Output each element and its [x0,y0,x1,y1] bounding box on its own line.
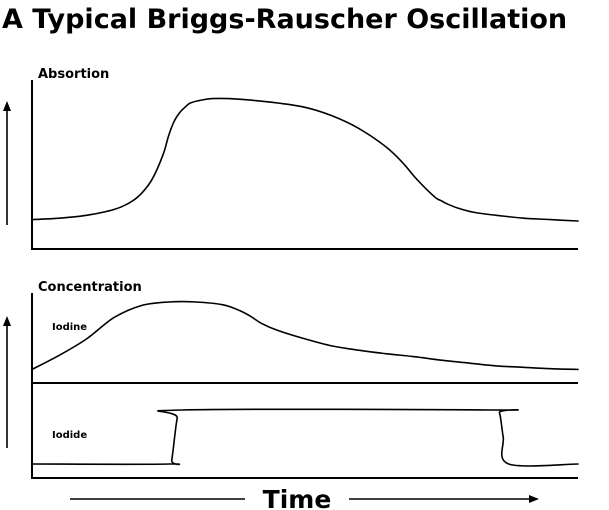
series-label-iodine: Iodine [52,322,87,333]
series-label-iodide: Iodide [52,430,87,441]
y-arrow-absorption [3,101,11,225]
panel-title-concentration: Concentration [38,280,142,295]
absorption-axes [31,80,578,250]
absorption-curve [31,97,579,222]
iodine-curve [31,300,579,371]
panel-title-absorption: Absortion [38,67,109,82]
chart-title: A Typical Briggs-Rauscher Oscillation [2,4,567,35]
x-axis-title: Time [263,485,332,510]
y-arrow-concentration [3,316,11,448]
time-arrow [349,495,539,503]
iodide-curve [31,408,579,467]
concentration-axes [31,293,578,479]
